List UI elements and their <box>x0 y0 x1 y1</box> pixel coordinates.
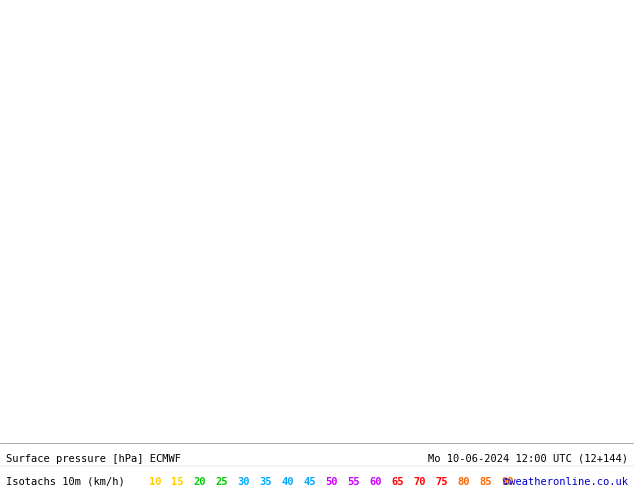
Text: 55: 55 <box>347 477 359 487</box>
Text: 45: 45 <box>303 477 316 487</box>
Text: 60: 60 <box>369 477 382 487</box>
Text: 40: 40 <box>281 477 294 487</box>
Text: Surface pressure [hPa] ECMWF: Surface pressure [hPa] ECMWF <box>6 454 181 464</box>
Text: 65: 65 <box>391 477 403 487</box>
Text: 35: 35 <box>259 477 271 487</box>
Text: 75: 75 <box>435 477 448 487</box>
Text: Isotachs 10m (km/h): Isotachs 10m (km/h) <box>6 477 125 487</box>
Text: 85: 85 <box>479 477 491 487</box>
Text: 90: 90 <box>501 477 514 487</box>
Text: 20: 20 <box>193 477 205 487</box>
Text: Mo 10-06-2024 12:00 UTC (12+144): Mo 10-06-2024 12:00 UTC (12+144) <box>428 454 628 464</box>
Text: 15: 15 <box>171 477 183 487</box>
Text: 25: 25 <box>215 477 228 487</box>
Text: ©weatheronline.co.uk: ©weatheronline.co.uk <box>503 477 628 487</box>
Text: 50: 50 <box>325 477 337 487</box>
Text: 70: 70 <box>413 477 425 487</box>
Text: 80: 80 <box>457 477 470 487</box>
Text: 30: 30 <box>237 477 250 487</box>
Text: 10: 10 <box>149 477 162 487</box>
